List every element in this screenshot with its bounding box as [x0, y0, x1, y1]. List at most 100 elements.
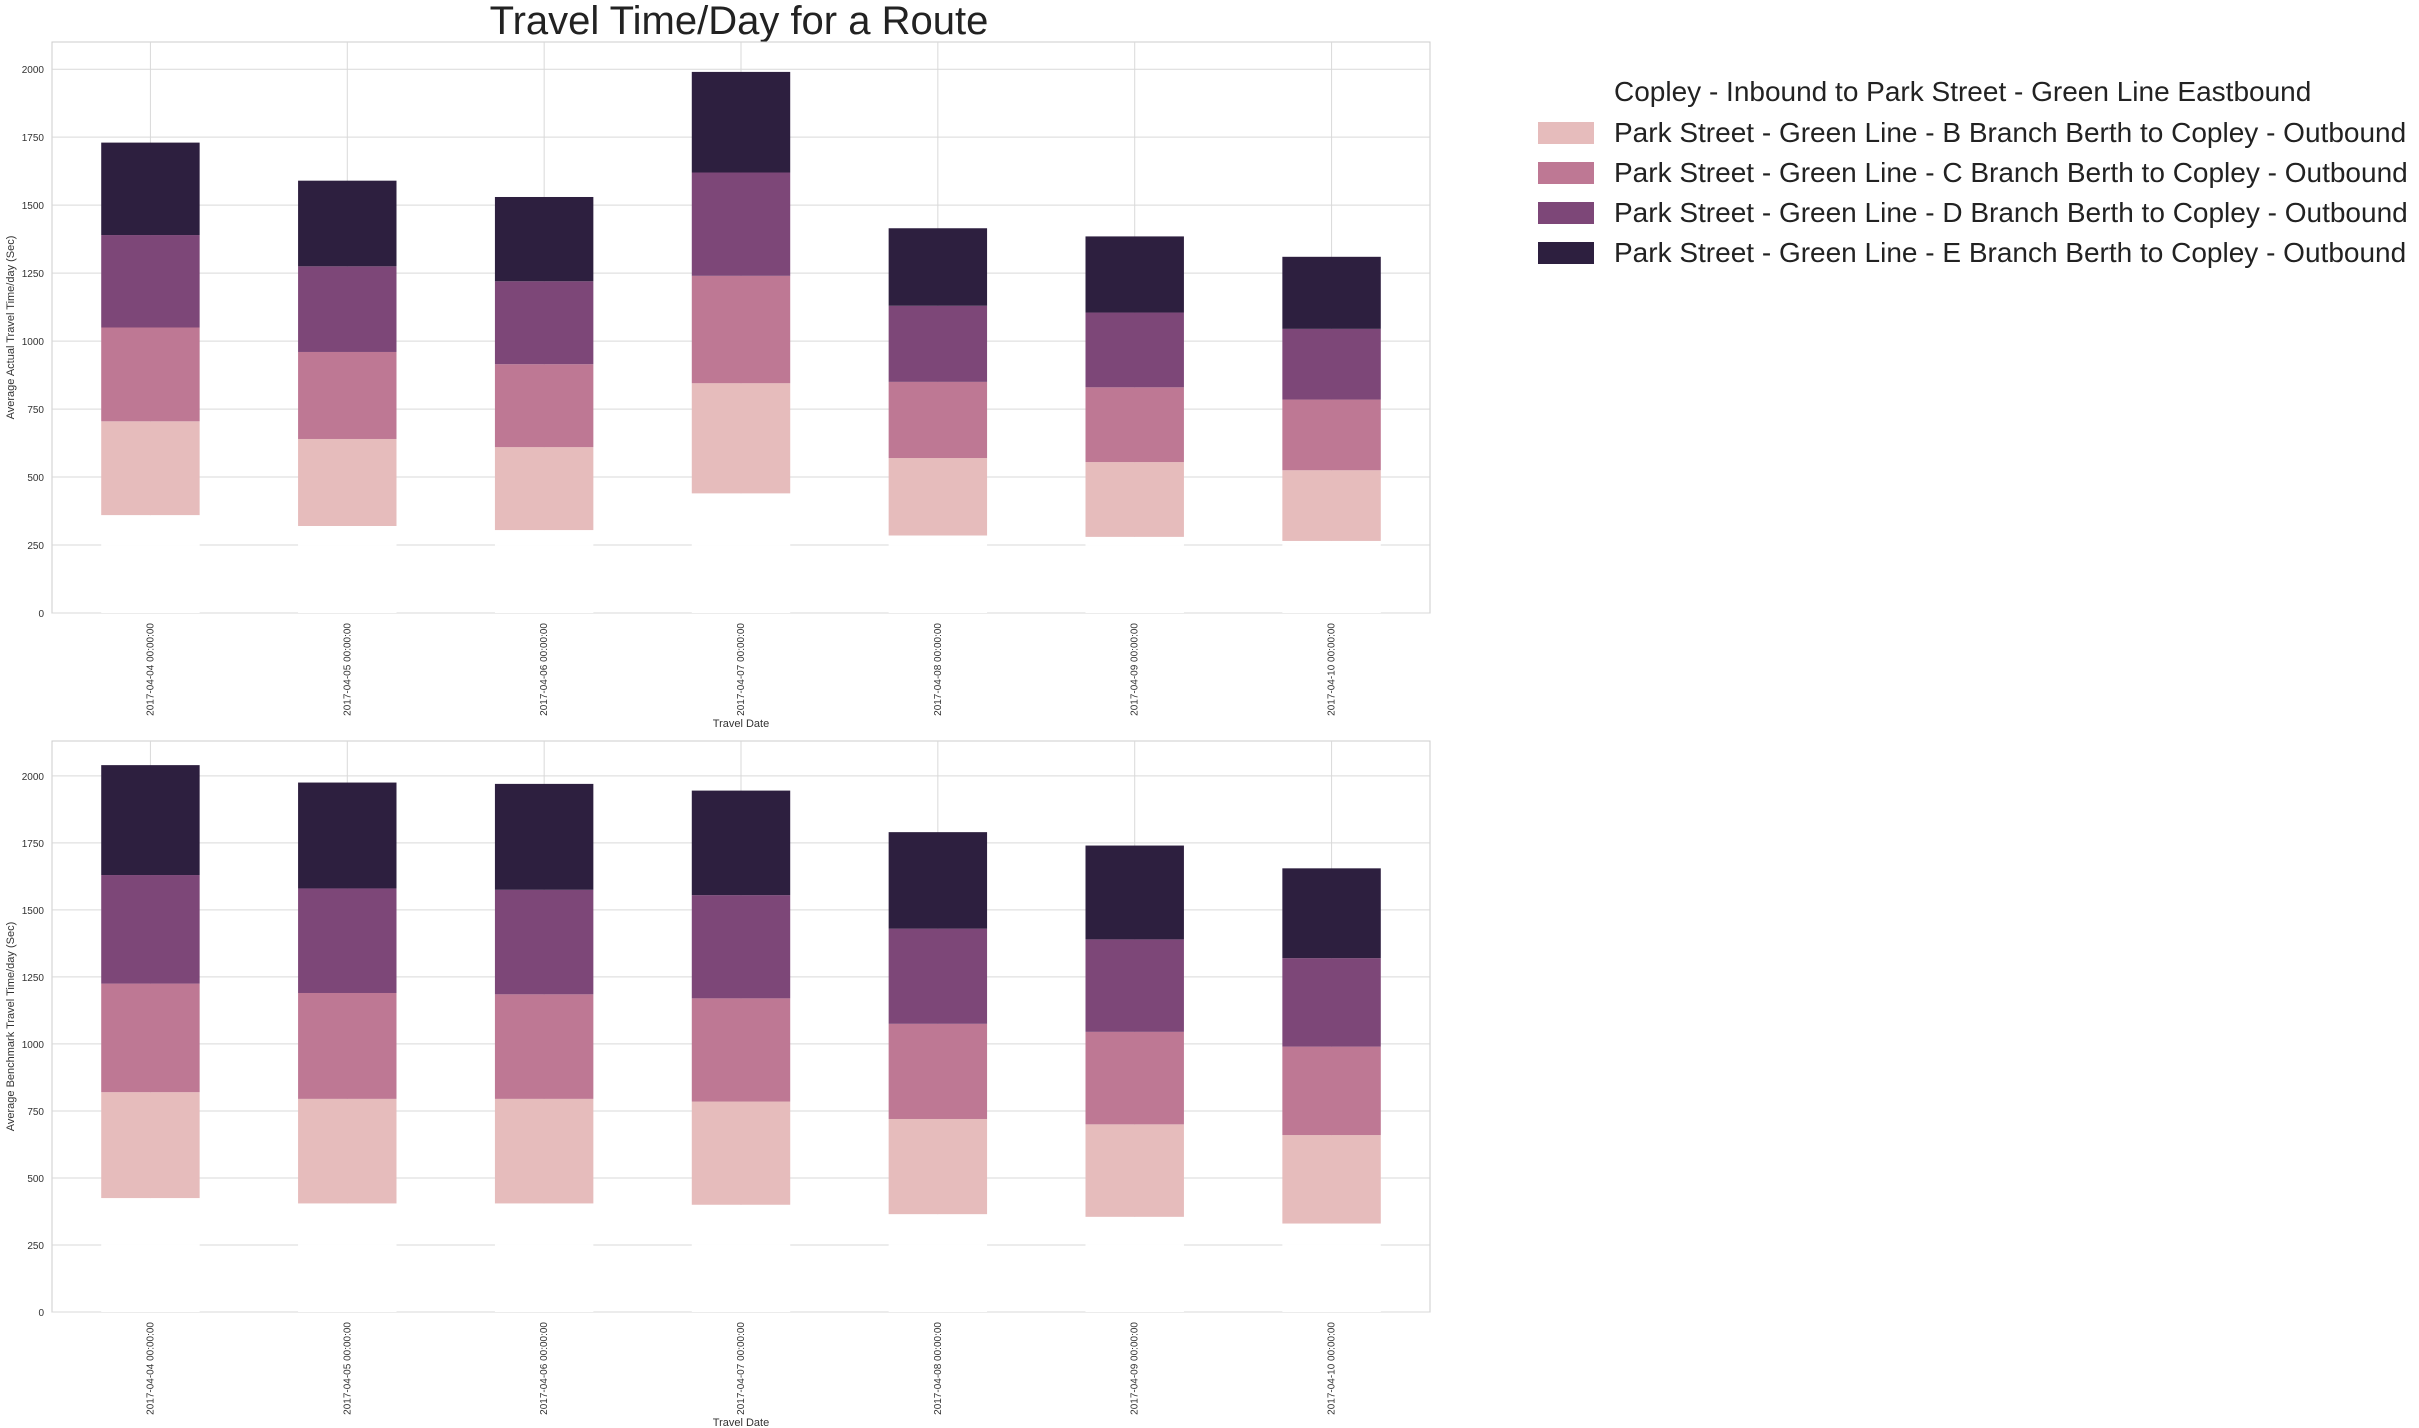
bar-segment-b-branch	[1282, 1135, 1381, 1224]
bar-segment-b-branch	[888, 1118, 988, 1215]
x-tick-label: 2017-04-10 00:00:00	[1327, 623, 1338, 716]
bar-segment-e-branch	[888, 832, 988, 929]
bar-segment-e-branch	[101, 142, 200, 236]
x-axis-label: Travel Date	[713, 718, 769, 730]
bar-segment-e-branch	[888, 228, 988, 306]
bar-segment-d-branch	[101, 875, 200, 984]
legend-swatch	[1538, 242, 1594, 264]
bar-segment-d-branch	[691, 895, 791, 999]
bar-base-segment	[298, 545, 397, 613]
bar-segment-e-branch	[494, 196, 594, 282]
chart-panel-2: 0 250 500 750 1000 1250 1500 1750 2000 2017-04-04…	[5, 740, 1431, 1428]
y-tick-label: 250	[27, 1241, 44, 1252]
bar-segment-b-branch	[888, 458, 988, 536]
legend-swatch	[1538, 162, 1594, 184]
x-tick-label: 2017-04-09 00:00:00	[1130, 1322, 1141, 1415]
bar-segment-0	[101, 515, 200, 546]
bar-segment-0	[691, 493, 791, 546]
bar-segment-0	[888, 535, 988, 546]
y-tick-label: 1250	[22, 973, 45, 984]
legend-entry-label: Park Street - Green Line - E Branch Bert…	[1614, 237, 2406, 268]
bar-segment-c-branch	[494, 364, 594, 448]
bar-segment-c-branch	[691, 275, 791, 384]
x-tick-label: 2017-04-07 00:00:00	[736, 623, 747, 716]
bar-segment-c-branch	[888, 1023, 988, 1119]
y-tick-label: 0	[38, 609, 44, 620]
bar-base-segment	[1282, 545, 1381, 613]
bar-segment-0	[494, 530, 594, 546]
bar-segment-c-branch	[101, 983, 200, 1093]
bar-segment-c-branch	[298, 992, 397, 1099]
x-tick-label: 2017-04-10 00:00:00	[1327, 1322, 1338, 1415]
y-tick-label: 2000	[22, 65, 45, 76]
bar-base-segment	[691, 545, 791, 613]
bar-segment-c-branch	[494, 994, 594, 1099]
bar-segment-c-branch	[1282, 1046, 1381, 1136]
bar-segment-0	[691, 1204, 791, 1245]
bar-segment-0	[494, 1203, 594, 1245]
bar-base-segment	[691, 1244, 791, 1312]
x-tick-label: 2017-04-05 00:00:00	[342, 1322, 353, 1415]
bar-segment-b-branch	[101, 421, 200, 516]
bar-segment-d-branch	[101, 235, 200, 328]
bar-segment-0	[1282, 1223, 1381, 1245]
bar-segment-b-branch	[1282, 470, 1381, 541]
x-tick-label: 2017-04-05 00:00:00	[342, 623, 353, 716]
legend: Copley - Inbound to Park Street - Green …	[1538, 76, 2408, 268]
legend-header: Copley - Inbound to Park Street - Green …	[1614, 76, 2311, 107]
x-tick-label: 2017-04-08 00:00:00	[933, 1322, 944, 1415]
y-tick-label: 750	[27, 1107, 44, 1118]
legend-entry-label: Park Street - Green Line - C Branch Bert…	[1614, 157, 2408, 188]
bar-segment-b-branch	[691, 383, 791, 494]
bar-segment-0	[1085, 1216, 1184, 1245]
bar-segment-d-branch	[1085, 312, 1184, 388]
bar-base-segment	[101, 1244, 200, 1312]
y-tick-label: 250	[27, 541, 44, 552]
bar-base-segment	[494, 545, 594, 613]
bar-base-segment	[1282, 1244, 1381, 1312]
y-tick-label: 1000	[22, 1040, 45, 1051]
x-tick-label: 2017-04-06 00:00:00	[539, 1322, 550, 1415]
x-tick-label: 2017-04-04 00:00:00	[145, 623, 156, 716]
bar-segment-d-branch	[1282, 328, 1381, 400]
bar-segment-d-branch	[1282, 958, 1381, 1047]
y-tick-label: 1750	[22, 839, 45, 850]
y-tick-label: 1000	[22, 337, 45, 348]
bar-segment-d-branch	[691, 172, 791, 276]
bar-segment-c-branch	[1085, 1031, 1184, 1125]
bar-segment-e-branch	[101, 765, 200, 876]
bar-segment-e-branch	[1085, 845, 1184, 940]
y-tick-label: 1750	[22, 133, 45, 144]
bar-segment-0	[101, 1198, 200, 1245]
legend-swatch	[1538, 202, 1594, 224]
x-tick-label: 2017-04-08 00:00:00	[933, 623, 944, 716]
bar-segment-d-branch	[1085, 939, 1184, 1032]
chart-panel-1: 0 250 500 750 1000 1250 1500 1750 2000 2017-04-04…	[5, 41, 1431, 730]
y-tick-label: 1250	[22, 269, 45, 280]
bar-segment-b-branch	[494, 1098, 594, 1204]
bar-base-segment	[101, 545, 200, 613]
bar-segment-e-branch	[1085, 236, 1184, 313]
bar-segment-e-branch	[691, 790, 791, 896]
bar-segment-e-branch	[691, 71, 791, 173]
y-axis-label: Average Benchmark Travel Time/day (Sec)	[5, 922, 17, 1132]
legend-swatch	[1538, 122, 1594, 144]
bar-segment-b-branch	[494, 447, 594, 531]
bar-segment-b-branch	[298, 438, 397, 526]
x-tick-label: 2017-04-04 00:00:00	[145, 1322, 156, 1415]
x-tick-label: 2017-04-09 00:00:00	[1130, 623, 1141, 716]
x-tick-label: 2017-04-07 00:00:00	[736, 1322, 747, 1415]
bar-segment-e-branch	[1282, 868, 1381, 959]
bar-segment-d-branch	[298, 888, 397, 993]
y-tick-label: 1500	[22, 201, 45, 212]
bar-segment-b-branch	[298, 1098, 397, 1204]
bar-segment-0	[298, 1203, 397, 1245]
y-tick-label: 1500	[22, 906, 45, 917]
bar-segment-d-branch	[888, 305, 988, 382]
bar-base-segment	[298, 1244, 397, 1312]
bar-base-segment	[888, 1244, 988, 1312]
x-tick-label: 2017-04-06 00:00:00	[539, 623, 550, 716]
bar-base-segment	[1085, 1244, 1184, 1312]
y-tick-label: 750	[27, 405, 44, 416]
